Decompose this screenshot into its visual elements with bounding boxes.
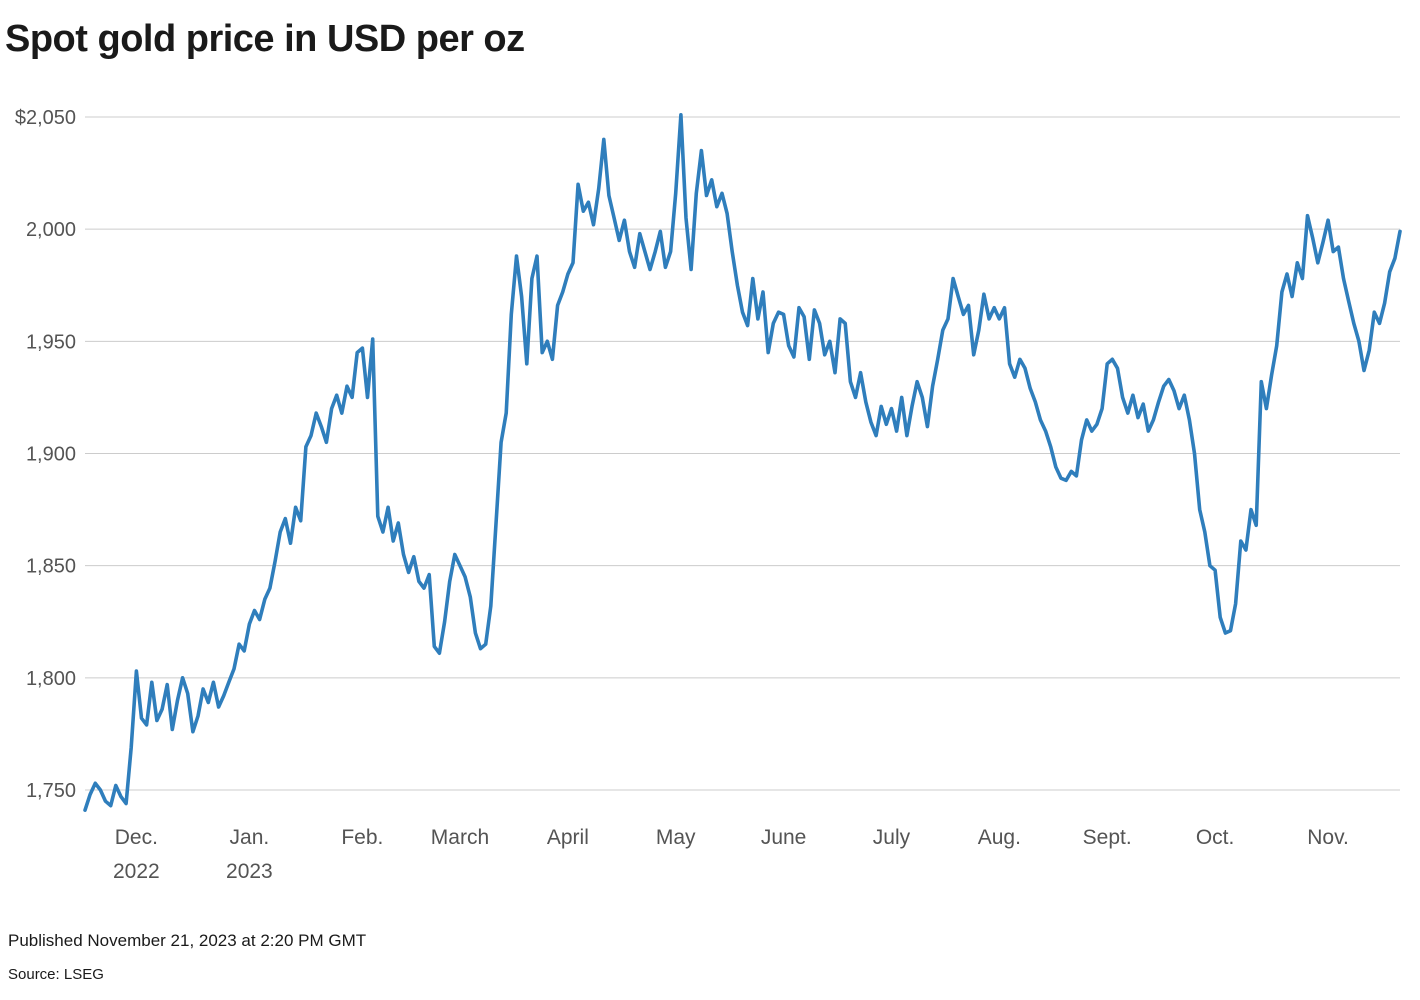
x-tick-sublabel-2023: 2023	[226, 860, 273, 883]
source-credit: Source: LSEG	[8, 966, 104, 983]
x-tick-label-nov: Nov.	[1307, 826, 1349, 849]
gridlines	[85, 116, 1400, 791]
x-tick-label-april: April	[547, 826, 589, 849]
x-tick-label-oct: Oct.	[1196, 826, 1235, 849]
x-tick-sublabel-2022: 2022	[113, 860, 160, 883]
y-tick-label-1800: 1,800	[26, 668, 76, 690]
gold-price-line	[83, 113, 1402, 812]
y-tick-label-2050: $2,050	[15, 107, 76, 129]
x-tick-label-aug: Aug.	[978, 826, 1021, 849]
price-line-group	[83, 113, 1402, 812]
y-tick-label-1850: 1,850	[26, 556, 76, 578]
x-tick-label-jan: Jan.	[230, 826, 270, 849]
chart-title: Spot gold price in USD per oz	[5, 18, 525, 60]
x-tick-label-june: June	[761, 826, 807, 849]
y-tick-label-2000: 2,000	[26, 219, 76, 241]
y-tick-label-1750: 1,750	[26, 780, 76, 802]
x-tick-label-july: July	[873, 826, 911, 849]
published-timestamp: Published November 21, 2023 at 2:20 PM G…	[8, 931, 367, 950]
y-tick-label-1900: 1,900	[26, 444, 76, 466]
x-tick-label-may: May	[656, 826, 696, 849]
x-axis-labels: Dec. 2022 Jan. 2023 Feb. March April May June Jul…	[113, 826, 1349, 883]
y-tick-label-1950: 1,950	[26, 331, 76, 353]
x-tick-label-dec: Dec.	[115, 826, 158, 849]
gold-price-chart: $2,050 2,000 1,950 1,900 1,850 1,800 1,750 Dec…	[15, 107, 1402, 883]
x-tick-label-march: March	[431, 826, 489, 849]
x-tick-label-feb: Feb.	[341, 826, 383, 849]
x-tick-label-sept: Sept.	[1083, 826, 1132, 849]
y-axis-labels: $2,050 2,000 1,950 1,900 1,850 1,800 1,750	[15, 107, 76, 802]
